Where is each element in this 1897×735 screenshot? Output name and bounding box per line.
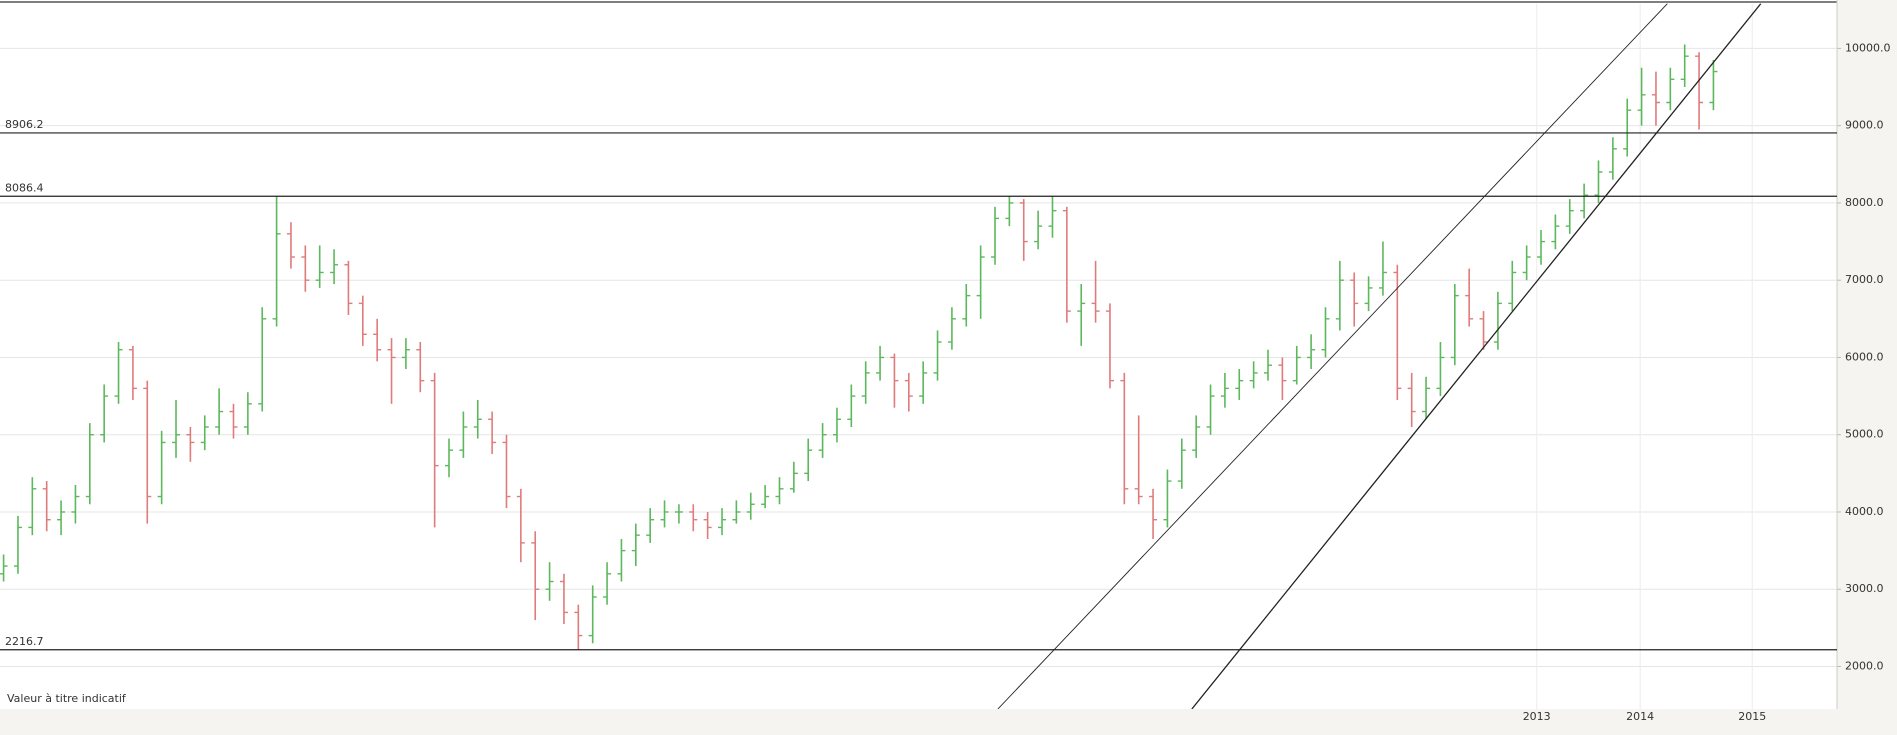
level-label: 8086.4 [5,181,44,194]
y-tick-label: 5000.0 [1845,428,1884,441]
x-tick-label: 2014 [1626,710,1654,723]
y-axis-panel [1837,0,1897,735]
y-tick-label: 4000.0 [1845,505,1884,518]
trend-line [1191,3,1762,710]
y-tick-label: 8000.0 [1845,196,1884,209]
level-label: 8906.2 [5,118,44,131]
x-tick-label: 2015 [1738,710,1766,723]
y-tick-label: 2000.0 [1845,660,1884,673]
level-label: 2216.7 [5,635,44,648]
trend-line [997,3,1668,710]
y-tick-label: 3000.0 [1845,582,1884,595]
y-tick-label: 6000.0 [1845,350,1884,363]
y-tick-label: 9000.0 [1845,119,1884,132]
plot-area [0,3,1837,710]
y-tick-label: 10000.0 [1845,41,1891,54]
x-axis-panel [0,709,1897,735]
x-tick-label: 2013 [1523,710,1551,723]
y-tick-label: 7000.0 [1845,273,1884,286]
annotation: Valeur à titre indicatif [7,692,127,705]
